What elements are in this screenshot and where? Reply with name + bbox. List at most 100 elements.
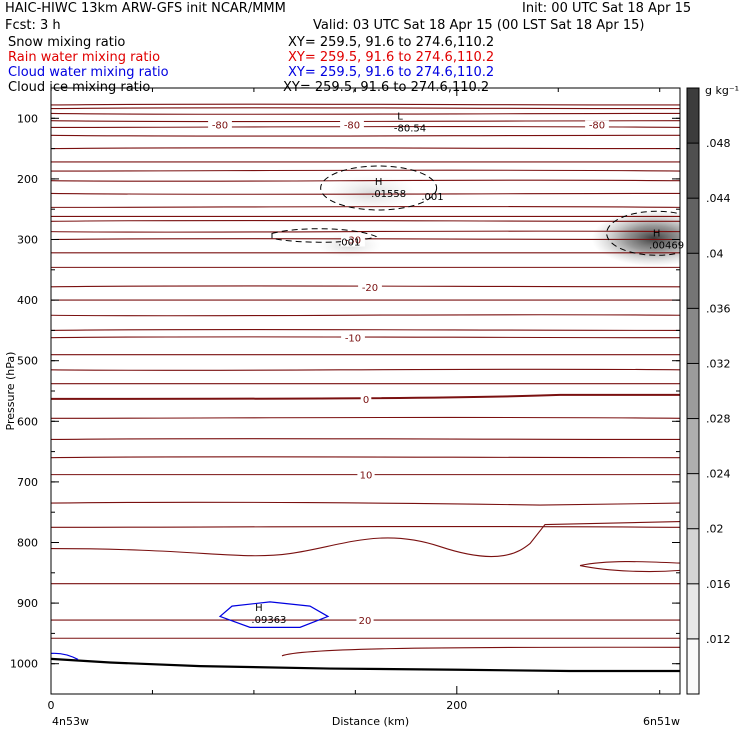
- colorbar-bin: [687, 143, 699, 199]
- temperature-contour-line: [51, 501, 680, 506]
- colorbar-bin: [687, 363, 699, 420]
- snow-contour: [320, 165, 438, 211]
- colorbar-tick-label: .024: [706, 468, 731, 481]
- colorbar-tick-label: .044: [706, 192, 731, 205]
- colorbar-tick-label: .02: [706, 523, 724, 536]
- colorbar-border: [686, 87, 700, 695]
- y-axis-label: Pressure (hPa): [4, 352, 17, 431]
- terrain-surface: [51, 657, 680, 673]
- colorbar-tick-label: .028: [706, 413, 731, 426]
- temperature-contour-line: [51, 147, 680, 150]
- colorbar-tick-label: .016: [706, 578, 731, 591]
- contour-label: -10: [345, 334, 361, 345]
- valid-time: Valid: 03 UTC Sat 18 Apr 15 (00 LST Sat …: [313, 18, 645, 33]
- temperature-contour-line: [51, 456, 680, 459]
- contour-label-bg: [585, 120, 609, 132]
- axes: 1002003004005006007008009001000Pressure …: [4, 88, 680, 728]
- colorbar-bin: [687, 308, 699, 364]
- temperature-contour-line: [51, 205, 680, 208]
- contour-label-bg: [341, 235, 365, 247]
- contour-label-bg: [208, 120, 232, 132]
- contour-label: -80: [589, 120, 605, 131]
- extremum-H: H: [653, 229, 661, 240]
- colorbar-tick-label: .04: [706, 247, 724, 260]
- temperature-contour-line: [51, 521, 680, 558]
- temperature-contour-line: [51, 134, 680, 137]
- field-xy-cloud-water: XY= 259.5, 91.6 to 274.6,110.2: [288, 65, 495, 80]
- temperature-contour-line: [281, 646, 680, 657]
- contour-value-label: .001: [421, 192, 443, 203]
- extremum-value: .09363: [251, 615, 286, 626]
- contour-label: -80: [212, 120, 228, 131]
- y-tick-label: 1000: [10, 658, 38, 671]
- y-tick-label: 200: [17, 173, 38, 186]
- colorbar-tick-label: .012: [706, 633, 731, 646]
- y-tick-label: 300: [17, 234, 38, 247]
- colorbar-bin: [687, 88, 699, 144]
- temperature-contour-line: [51, 416, 680, 419]
- contour-label-bg: [357, 470, 375, 482]
- x-tick-label: 0: [48, 699, 55, 712]
- extremum-H: H: [375, 177, 383, 188]
- y-tick-label: 100: [17, 112, 38, 125]
- forecast-hour: Fcst: 3 h: [5, 18, 61, 33]
- colorbar: .012 .016 .02 .024 .028 .032 .036 .04 .044 .048 g …: [686, 84, 739, 695]
- hydrometeor-contours: [218, 165, 680, 628]
- x-axis-label: Distance (km): [332, 715, 409, 728]
- temperature-contour-line: [51, 192, 680, 195]
- colorbar-bin: [687, 418, 699, 475]
- snow-shading: [325, 174, 416, 211]
- extremum-H: H: [255, 603, 263, 614]
- x-tick-label: 200: [446, 699, 467, 712]
- y-tick-label: 400: [17, 294, 38, 307]
- temperature-contour-line: [51, 393, 680, 400]
- contour-label: -30: [345, 236, 361, 247]
- temperature-contour-line: [51, 103, 680, 106]
- colorbar-bin: [687, 253, 699, 309]
- temperature-contour-line: [51, 285, 680, 288]
- colorbar-tick-label: .032: [706, 357, 731, 370]
- contour-label-bg: [360, 394, 372, 406]
- contour-label-bg: [358, 282, 382, 294]
- temperature-contour-line: [51, 112, 680, 115]
- extremum-value: .01558: [371, 189, 406, 200]
- field-label-cloud-water: Cloud water mixing ratio: [8, 65, 169, 80]
- plot-title: HAIC-HIWC 13km ARW-GFS init NCAR/MMM: [5, 1, 286, 16]
- contour-labels: -80 -80 -80-30-20-1001020L-80.54H.01558H.0…: [208, 112, 684, 628]
- contour-value-label: .001: [338, 238, 360, 249]
- contour-label: -20: [362, 283, 378, 294]
- temperature-contour-line: [51, 438, 680, 441]
- contour-label-bg: [341, 333, 365, 345]
- cloud-water-edge: [51, 652, 79, 660]
- field-label-rain: Rain water mixing ratio: [8, 50, 161, 65]
- y-tick-label: 900: [17, 597, 38, 610]
- terrain-line: [51, 652, 680, 673]
- left-endpoint: 4n53w: [52, 715, 89, 728]
- contour-label-bg: [340, 120, 364, 132]
- cloud-ice-contour: [606, 210, 680, 256]
- temperature-contour-line: [51, 169, 680, 172]
- temperature-contour-line: [51, 336, 680, 339]
- field-xy-snow: XY= 259.5, 91.6 to 274.6,110.2: [288, 35, 495, 50]
- temperature-contour-line: [51, 314, 680, 317]
- colorbar-bin: [687, 198, 699, 254]
- field-xy-rain: XY= 259.5, 91.6 to 274.6,110.2: [288, 50, 495, 65]
- contour-label: 0: [363, 395, 369, 406]
- y-tick-label: 800: [17, 537, 38, 550]
- extremum-value: .00469: [649, 241, 684, 252]
- temperature-contour-line: [51, 525, 680, 528]
- temperature-contour-line: [51, 368, 680, 371]
- init-time: Init: 00 UTC Sat 18 Apr 15: [522, 1, 692, 16]
- temperature-contour-line: [51, 238, 680, 241]
- field-label-snow: Snow mixing ratio: [8, 35, 126, 50]
- colorbar-bin: [687, 583, 699, 640]
- contour-label: 10: [360, 471, 373, 482]
- temperature-contour-line: [579, 561, 680, 573]
- extremum-value: -80.54: [394, 124, 426, 135]
- colorbar-bin: [687, 473, 699, 530]
- contour-label: 20: [359, 616, 372, 627]
- right-endpoint: 6n51w: [643, 715, 680, 728]
- temperature-contour-line: [51, 219, 680, 222]
- y-tick-label: 700: [17, 476, 38, 489]
